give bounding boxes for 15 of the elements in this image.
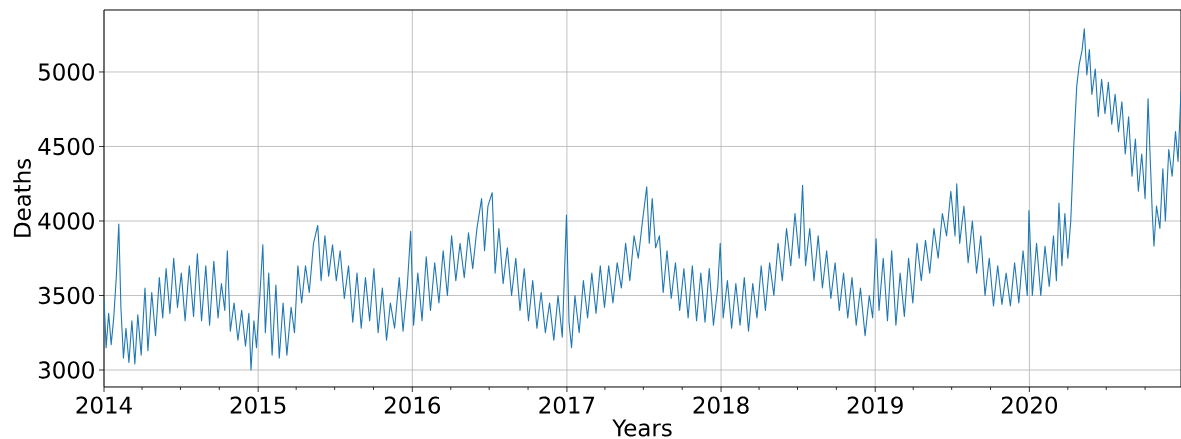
line-series: [104, 28, 1181, 371]
x-tick-label: 2018: [693, 396, 749, 414]
y-tick-label: 4500: [38, 137, 94, 156]
y-tick-label: 5000: [38, 63, 94, 81]
y-axis-title: Deaths: [13, 158, 31, 237]
y-tick-label: 4000: [38, 212, 94, 230]
y-tick-label: 3000: [38, 361, 94, 379]
y-tick-label: 3500: [38, 286, 94, 305]
x-tick-label: 2015: [230, 396, 286, 414]
x-tick-label: 2020: [1001, 396, 1058, 414]
x-axis-title: Years: [612, 419, 672, 437]
x-tick-label: 2019: [847, 396, 903, 414]
x-tick-label: 2016: [384, 396, 441, 414]
x-tick-label: 2014: [76, 396, 132, 414]
x-tick-label: 2017: [539, 396, 595, 414]
